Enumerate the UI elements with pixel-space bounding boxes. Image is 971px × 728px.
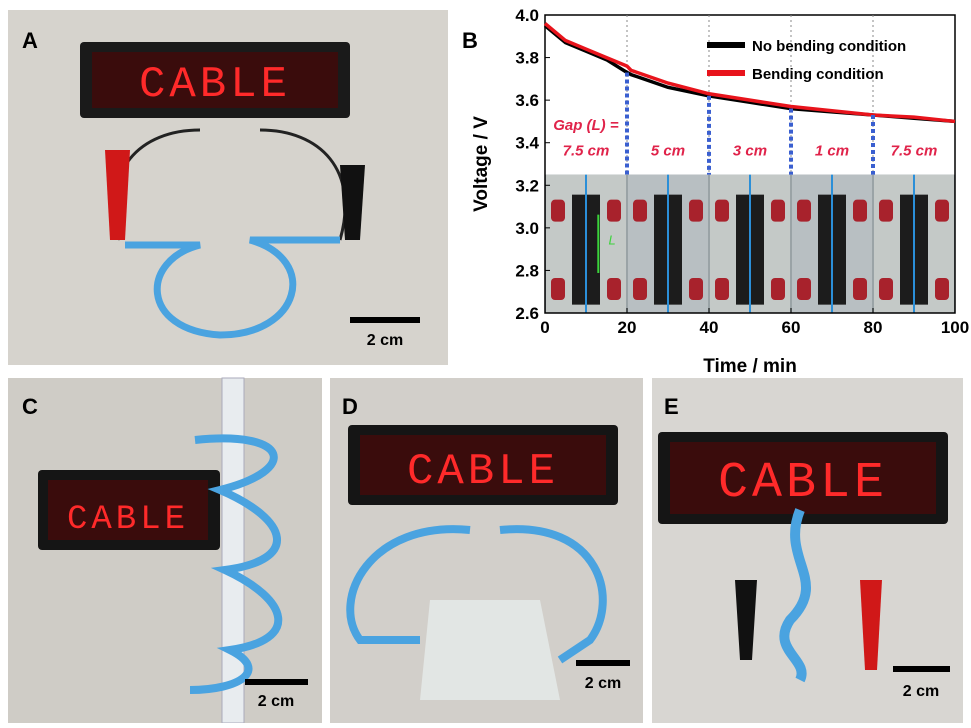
x-tick-label: 80 — [864, 318, 883, 337]
y-tick-label: 4.0 — [515, 6, 539, 25]
y-tick-label: 3.8 — [515, 49, 539, 68]
gap-value: 5 cm — [651, 142, 685, 159]
x-tick-label: 20 — [618, 318, 637, 337]
y-tick-label: 3.0 — [515, 219, 539, 238]
knob — [935, 200, 949, 222]
glass-cube — [420, 600, 560, 700]
knob — [551, 278, 565, 300]
knob — [689, 278, 703, 300]
panel-label: B — [462, 28, 478, 53]
knob — [633, 278, 647, 300]
x-tick-label: 100 — [941, 318, 969, 337]
led-text: CABLE — [718, 455, 888, 512]
x-axis-title: Time / min — [703, 356, 797, 377]
led-text: CABLE — [407, 447, 559, 497]
knob — [797, 200, 811, 222]
legend-label: No bending condition — [752, 38, 906, 55]
knob — [607, 200, 621, 222]
gap-value: 7.5 cm — [891, 142, 938, 159]
knob — [715, 278, 729, 300]
knob — [633, 200, 647, 222]
y-tick-label: 2.8 — [515, 261, 539, 280]
photo-label: L — [609, 233, 616, 248]
led-text: CABLE — [139, 60, 291, 110]
chart-b: L 2.6 2.8 3.0 3.2 3.4 3.6 3.8 4.0 0 20 40 60 80 100 Tim… — [462, 6, 969, 377]
panel-label: A — [22, 28, 38, 53]
gap-label: Gap (L) = — [553, 117, 619, 134]
scale-label: 2 cm — [903, 683, 939, 700]
gap-value: 1 cm — [815, 142, 849, 159]
legend-label: Bending condition — [752, 66, 884, 83]
x-tick-label: 0 — [540, 318, 549, 337]
panel-label: E — [664, 394, 679, 419]
gap-value: 3 cm — [733, 142, 767, 159]
y-axis-title: Voltage / V — [471, 116, 492, 212]
y-tick-label: 3.2 — [515, 176, 539, 195]
knob — [771, 200, 785, 222]
y-tick-label: 3.4 — [515, 134, 539, 153]
scale-label: 2 cm — [585, 675, 621, 692]
glass-rod — [222, 378, 244, 723]
knob — [607, 278, 621, 300]
scale-label: 2 cm — [367, 332, 403, 349]
y-tick-label: 2.6 — [515, 304, 539, 323]
knob — [935, 278, 949, 300]
led-text: CABLE — [67, 501, 189, 539]
x-tick-label: 60 — [782, 318, 801, 337]
y-tick-label: 3.6 — [515, 91, 539, 110]
x-tick-label: 40 — [700, 318, 719, 337]
knob — [771, 278, 785, 300]
knob — [551, 200, 565, 222]
knob — [879, 200, 893, 222]
panel-label: D — [342, 394, 358, 419]
knob — [797, 278, 811, 300]
figure: CABLE 2 cm A CABLE 2 cm C CABLE 2 cm D C… — [0, 0, 971, 723]
knob — [879, 278, 893, 300]
gap-value: 7.5 cm — [563, 142, 610, 159]
panel-label: C — [22, 394, 38, 419]
knob — [689, 200, 703, 222]
scale-label: 2 cm — [258, 693, 294, 710]
knob — [853, 200, 867, 222]
knob — [853, 278, 867, 300]
knob — [715, 200, 729, 222]
